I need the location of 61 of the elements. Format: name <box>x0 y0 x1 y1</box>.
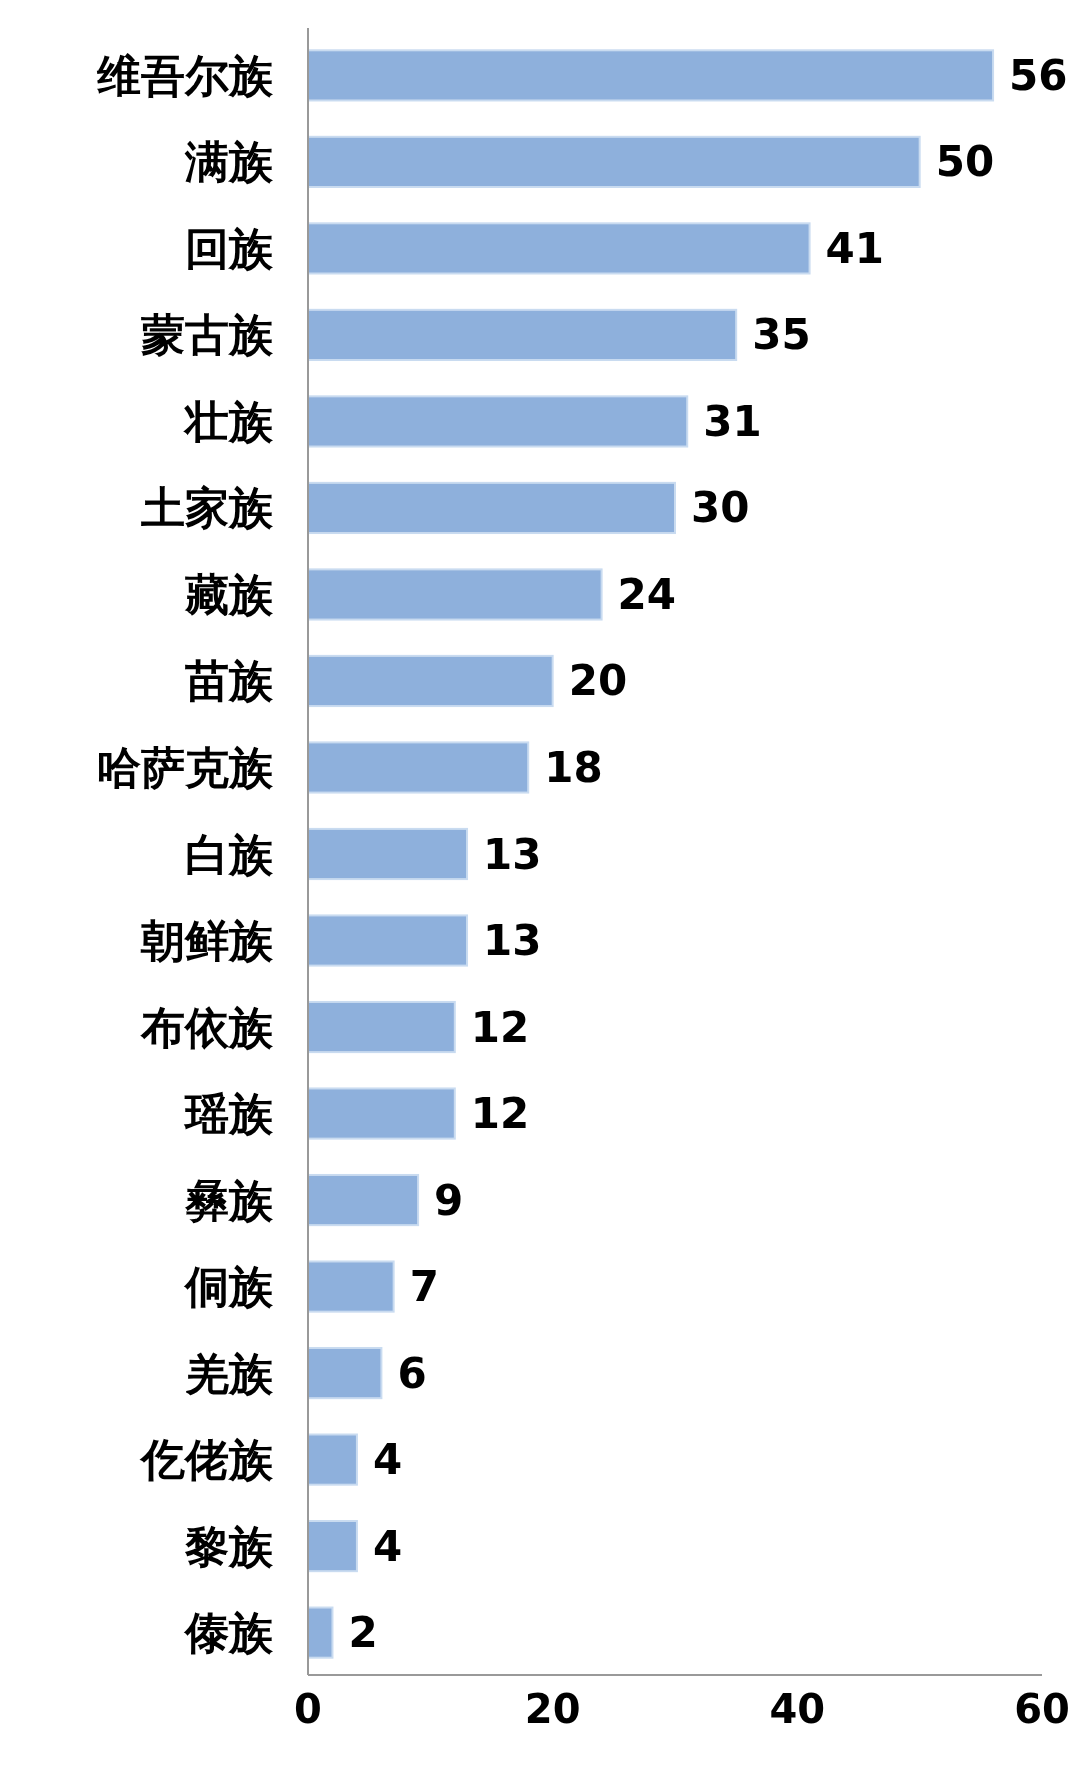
data-label: 31 <box>703 396 762 446</box>
y-tick-label: 朝鲜族 <box>140 915 274 967</box>
data-label: 12 <box>470 1089 530 1139</box>
bar <box>307 1000 456 1054</box>
bar <box>307 1346 383 1400</box>
y-tick-label: 布依族 <box>140 1001 274 1053</box>
bar <box>307 1606 334 1659</box>
data-label: 18 <box>544 742 603 792</box>
bar <box>307 1433 358 1486</box>
y-tick-label: 仡佬族 <box>139 1434 274 1486</box>
data-label: 6 <box>397 1348 427 1398</box>
bar <box>307 49 995 102</box>
bar <box>307 568 603 621</box>
bar <box>307 222 811 275</box>
data-label: 13 <box>483 829 542 879</box>
y-tick-label: 白族 <box>185 828 274 880</box>
data-label: 41 <box>825 223 885 273</box>
data-label: 7 <box>409 1262 439 1312</box>
y-tick-label: 侗族 <box>183 1261 274 1313</box>
data-label: 4 <box>372 1435 403 1485</box>
y-tick-label: 苗族 <box>185 655 274 707</box>
x-tick-label: 20 <box>524 1686 581 1732</box>
y-tick-label: 维吾尔族 <box>96 49 274 101</box>
data-label: 50 <box>935 137 995 187</box>
y-tick-label: 哈萨克族 <box>97 741 274 793</box>
y-tick-label: 蒙古族 <box>141 309 274 361</box>
data-label: 20 <box>568 656 628 706</box>
x-tick-label: 0 <box>294 1686 322 1732</box>
y-tick-label: 土家族 <box>141 482 274 534</box>
bar <box>307 654 554 708</box>
bar <box>307 308 738 362</box>
bar <box>307 135 921 188</box>
y-tick-label: 彝族 <box>184 1174 274 1226</box>
bar <box>307 741 530 794</box>
data-label: 2 <box>348 1608 378 1658</box>
bar <box>307 1173 420 1227</box>
x-tick-label: 40 <box>769 1686 826 1732</box>
data-label: 13 <box>483 916 542 966</box>
bar <box>307 481 676 535</box>
y-tick-label: 壮族 <box>183 395 274 447</box>
data-label: 4 <box>372 1521 403 1571</box>
y-tick-label: 回族 <box>185 222 274 274</box>
y-tick-label: 藏族 <box>184 568 274 620</box>
data-label: 30 <box>691 483 750 533</box>
bar <box>307 1520 358 1573</box>
y-tick-label: 满族 <box>184 136 274 188</box>
data-label: 24 <box>617 569 677 619</box>
bar <box>307 1260 395 1313</box>
x-tick-label: 60 <box>1014 1686 1070 1732</box>
y-tick-label: 傣族 <box>183 1607 274 1659</box>
data-label: 56 <box>1009 50 1068 100</box>
y-tick-label: 羌族 <box>185 1347 274 1399</box>
bar <box>307 827 469 881</box>
data-label: 12 <box>470 1002 530 1052</box>
y-tick-label: 黎族 <box>184 1520 274 1572</box>
bar <box>307 395 689 448</box>
y-tick-label: 瑶族 <box>183 1088 274 1140</box>
bar <box>307 1087 456 1140</box>
bar <box>307 914 469 967</box>
data-label: 35 <box>752 310 811 360</box>
data-label: 9 <box>434 1175 464 1225</box>
